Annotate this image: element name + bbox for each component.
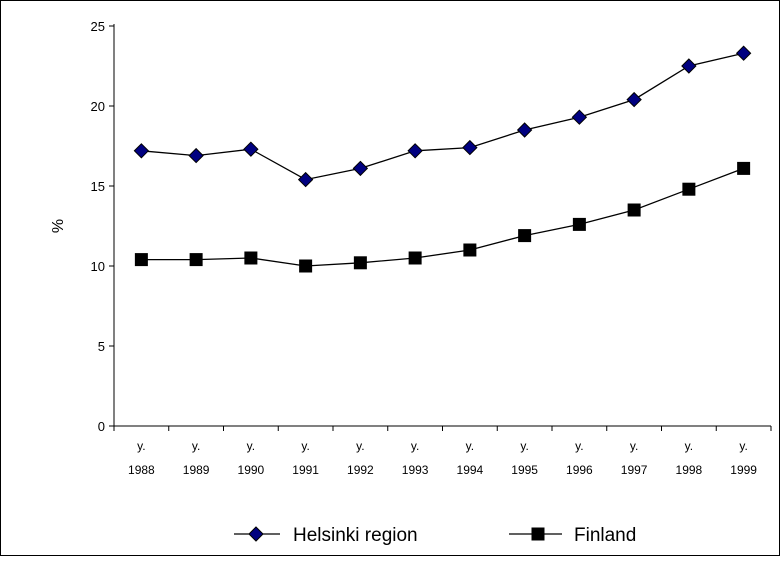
helsinki-region-point bbox=[297, 171, 314, 188]
x-tick-label-top: y. bbox=[739, 439, 747, 453]
series-line-helsinki-region bbox=[141, 52, 744, 181]
helsinki-region-point bbox=[735, 45, 752, 61]
finland-point bbox=[353, 256, 367, 270]
x-tick-label-year: 1998 bbox=[676, 463, 703, 477]
y-axis-label: % bbox=[50, 219, 67, 233]
x-tick-label-year: 1991 bbox=[292, 463, 319, 477]
helsinki-region-point bbox=[352, 160, 369, 177]
x-tick-label-top: y. bbox=[630, 439, 638, 453]
x-tick-label-top: y. bbox=[356, 439, 364, 453]
legend-label-finland: Finland bbox=[574, 525, 636, 546]
finland-point bbox=[463, 243, 477, 257]
x-tick-label-year: 1994 bbox=[457, 463, 484, 477]
finland-point bbox=[244, 251, 258, 265]
x-tick-label-top: y. bbox=[411, 439, 419, 453]
x-tick-label-top: y. bbox=[520, 439, 528, 453]
x-tick-label-year: 1988 bbox=[128, 463, 155, 477]
y-tick-label: 25 bbox=[91, 19, 105, 34]
x-tick-label-top: y. bbox=[137, 439, 145, 453]
x-tick-label-year: 1989 bbox=[183, 463, 210, 477]
x-tick-label-top: y. bbox=[466, 439, 474, 453]
x-tick-label-year: 1997 bbox=[621, 463, 648, 477]
helsinki-region-point bbox=[571, 109, 588, 125]
y-tick-label: 0 bbox=[98, 419, 105, 434]
x-tick-label-top: y. bbox=[247, 439, 255, 453]
helsinki-region-point bbox=[516, 122, 533, 138]
legend-label-helsinki-region: Helsinki region bbox=[293, 525, 418, 546]
finland-point bbox=[682, 182, 696, 196]
x-tick-label-year: 1999 bbox=[730, 463, 757, 477]
x-tick-label-top: y. bbox=[685, 439, 693, 453]
helsinki-region-point bbox=[188, 147, 204, 164]
legend: Helsinki region Finland bbox=[234, 525, 636, 546]
finland-point bbox=[572, 217, 586, 231]
finland-point bbox=[627, 203, 641, 217]
y-tick-label: 10 bbox=[91, 259, 105, 274]
finland-point bbox=[737, 161, 751, 175]
helsinki-region-point bbox=[133, 143, 150, 159]
x-tick-label-top: y. bbox=[301, 439, 309, 453]
legend-marker-helsinki-region bbox=[248, 526, 264, 542]
finland-point bbox=[189, 253, 203, 267]
helsinki-region-point bbox=[626, 91, 642, 108]
helsinki-region-point bbox=[681, 58, 697, 74]
series-markers bbox=[133, 45, 752, 273]
helsinki-region-point bbox=[407, 143, 423, 159]
x-tick-label-year: 1996 bbox=[566, 463, 593, 477]
finland-point bbox=[134, 253, 148, 267]
legend-marker-finland bbox=[531, 527, 545, 541]
x-tick-label-top: y. bbox=[575, 439, 583, 453]
helsinki-region-point bbox=[243, 141, 259, 157]
axes: 0 5 10 15 20 25% y. 1988 y. 1989 y. 1990 y. 1991 y. 199… bbox=[50, 19, 772, 477]
y-tick-label: 5 bbox=[98, 339, 105, 354]
finland-point bbox=[408, 251, 422, 265]
y-tick-label: 15 bbox=[91, 179, 105, 194]
finland-point bbox=[518, 229, 532, 243]
x-tick-label-top: y. bbox=[192, 439, 200, 453]
x-tick-label-year: 1992 bbox=[347, 463, 374, 477]
helsinki-region-point bbox=[462, 139, 478, 156]
series-line-finland bbox=[141, 167, 744, 267]
x-tick-label-year: 1993 bbox=[402, 463, 429, 477]
finland-point bbox=[299, 259, 313, 273]
y-tick-label: 20 bbox=[91, 99, 105, 114]
series-lines bbox=[141, 52, 744, 267]
x-tick-label-year: 1995 bbox=[511, 463, 538, 477]
x-tick-label-year: 1990 bbox=[238, 463, 265, 477]
